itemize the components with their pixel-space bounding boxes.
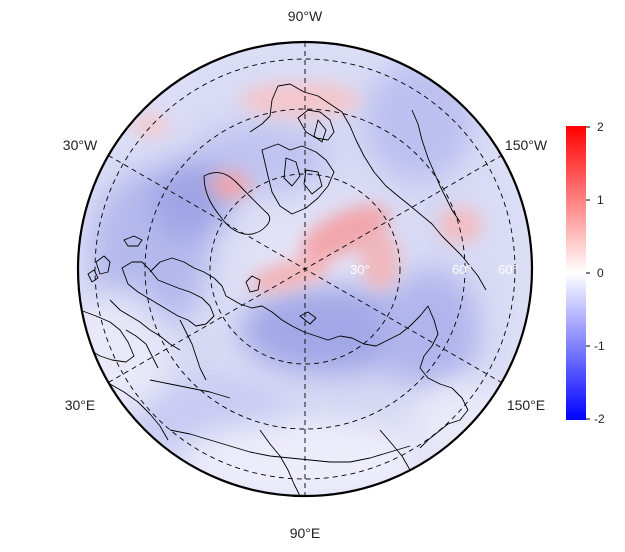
colorbar: 2 1 0 -1 -2 — [566, 120, 605, 426]
colorbar-tick-label: 0 — [597, 266, 604, 280]
colorbar-ticks — [586, 126, 590, 420]
lat-label-inner: 30° — [350, 262, 370, 277]
lon-label-lower-left: 30°E — [65, 397, 96, 413]
colorbar-tick-label: -1 — [594, 339, 605, 353]
lon-label-upper-left: 30°W — [63, 137, 98, 153]
colorbar-tick-label: -2 — [594, 412, 605, 426]
colorbar-tick-label: 2 — [597, 120, 604, 134]
lon-label-bottom: 90°E — [290, 525, 321, 541]
lon-label-upper-right: 150°W — [505, 137, 548, 153]
graticule — [94, 42, 516, 496]
anomaly-field — [78, 60, 510, 496]
map-disk — [76, 40, 534, 498]
lon-label-lower-right: 150°E — [507, 397, 545, 413]
lon-label-top: 90°W — [288, 8, 323, 24]
colorbar-scale — [566, 126, 586, 420]
coastlines — [79, 83, 487, 496]
lat-label-mid: 60° — [452, 262, 472, 277]
map-frame — [76, 40, 534, 498]
colorbar-tick-label: 1 — [597, 193, 604, 207]
lat-label-outer: 60° — [498, 262, 518, 277]
